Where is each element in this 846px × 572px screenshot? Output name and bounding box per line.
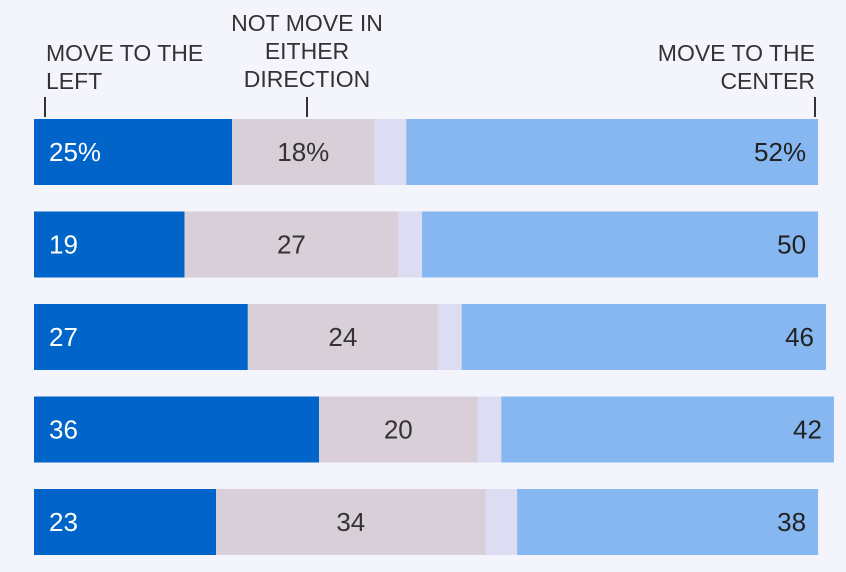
bar-row5-series1 (34, 489, 217, 555)
bar-row2-series4 (422, 211, 819, 278)
bar-row1-series4 (406, 119, 819, 185)
bar-row3-series2 (247, 304, 438, 370)
legend-header-right: MOVE TO THE CENTER (658, 39, 815, 95)
label-row5-series2: 34 (336, 507, 365, 537)
legend-tick-right (814, 97, 816, 117)
bar-row4-series4 (501, 396, 834, 463)
bar-row3-series4 (461, 304, 826, 370)
legend-header-right-line1: MOVE TO THE (657, 40, 815, 66)
bar-row4-series3 (477, 396, 502, 463)
bar-row2-series1 (34, 211, 185, 278)
bar-row5-series4 (517, 489, 819, 555)
bar-row3-series3 (437, 304, 462, 370)
legend-header-middle-line3: DIRECTION (243, 66, 371, 92)
bar-row2-series2 (184, 211, 399, 278)
label-row5-series4: 38 (777, 507, 806, 537)
label-row3-series1: 27 (49, 322, 78, 352)
label-row2-series2: 27 (277, 230, 306, 260)
label-row4-series4: 42 (793, 415, 822, 445)
legend-header-right-line2: CENTER (720, 68, 815, 94)
legend-tick-middle (306, 97, 308, 117)
bar-row1-series1 (34, 119, 232, 185)
legend-header-left: MOVE TO THE LEFT (46, 39, 203, 95)
label-row5-series1: 23 (49, 507, 78, 537)
label-row2-series4: 50 (777, 230, 806, 260)
bar-row4-series1 (34, 396, 320, 463)
legend-header-left-line1: MOVE TO THE (46, 40, 204, 66)
label-row1-series4: 52% (754, 137, 806, 167)
label-row4-series1: 36 (49, 415, 78, 445)
bar-row5-series2 (216, 489, 486, 555)
bar-row3-series1 (34, 304, 248, 370)
bar-row5-series3 (485, 489, 518, 555)
bar-row2-series3 (398, 211, 423, 278)
bar-row1-series2 (232, 119, 375, 185)
label-row2-series1: 19 (49, 230, 78, 260)
legend-tick-left (44, 97, 46, 117)
legend-header-middle-line1: NOT MOVE IN (231, 10, 383, 36)
label-row3-series2: 24 (328, 322, 357, 352)
bar-row1-series3 (374, 119, 407, 185)
label-row3-series4: 46 (785, 322, 814, 352)
label-row1-series2: 18% (277, 137, 329, 167)
legend-header-middle: NOT MOVE IN EITHER DIRECTION (228, 9, 386, 93)
legend-header-middle-line2: EITHER (264, 38, 350, 64)
label-row1-series1: 25% (49, 137, 101, 167)
legend-header-left-line2: LEFT (46, 68, 103, 94)
label-row4-series2: 20 (384, 415, 413, 445)
bar-row4-series2 (319, 396, 478, 463)
